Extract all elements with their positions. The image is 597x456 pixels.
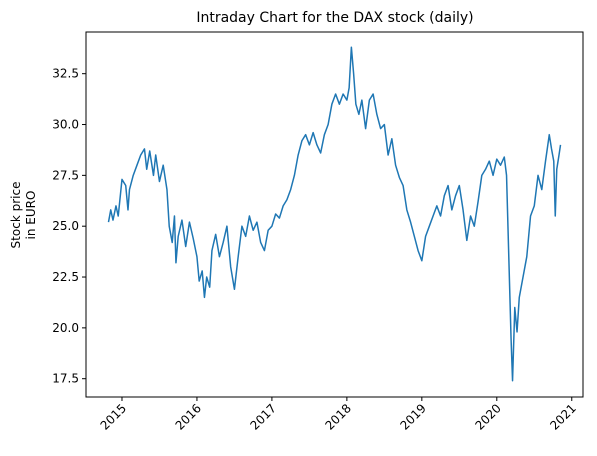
chart-title: Intraday Chart for the DAX stock (daily) (196, 10, 473, 26)
plot-frame (85, 31, 584, 398)
x-tick-label: 2016 (173, 401, 204, 432)
x-tick-label: 2018 (322, 401, 353, 432)
x-tick-label: 2021 (547, 401, 578, 432)
y-tick-label: 20.0 (52, 321, 79, 335)
x-tick-label: 2020 (472, 401, 503, 432)
x-tick-label: 2019 (397, 401, 428, 432)
y-tick-label: 27.5 (52, 168, 79, 182)
y-tick-label: 32.5 (52, 67, 79, 81)
y-axis-label: in EURO (24, 191, 38, 240)
y-axis-label: Stock price (9, 182, 23, 249)
x-tick-label: 2015 (98, 401, 129, 432)
y-tick-label: 22.5 (52, 270, 79, 284)
y-tick-label: 30.0 (52, 118, 79, 132)
y-tick-label: 25.0 (52, 219, 79, 233)
y-tick-label: 17.5 (52, 372, 79, 386)
x-tick-label: 2017 (248, 401, 279, 432)
price-line (107, 46, 562, 382)
